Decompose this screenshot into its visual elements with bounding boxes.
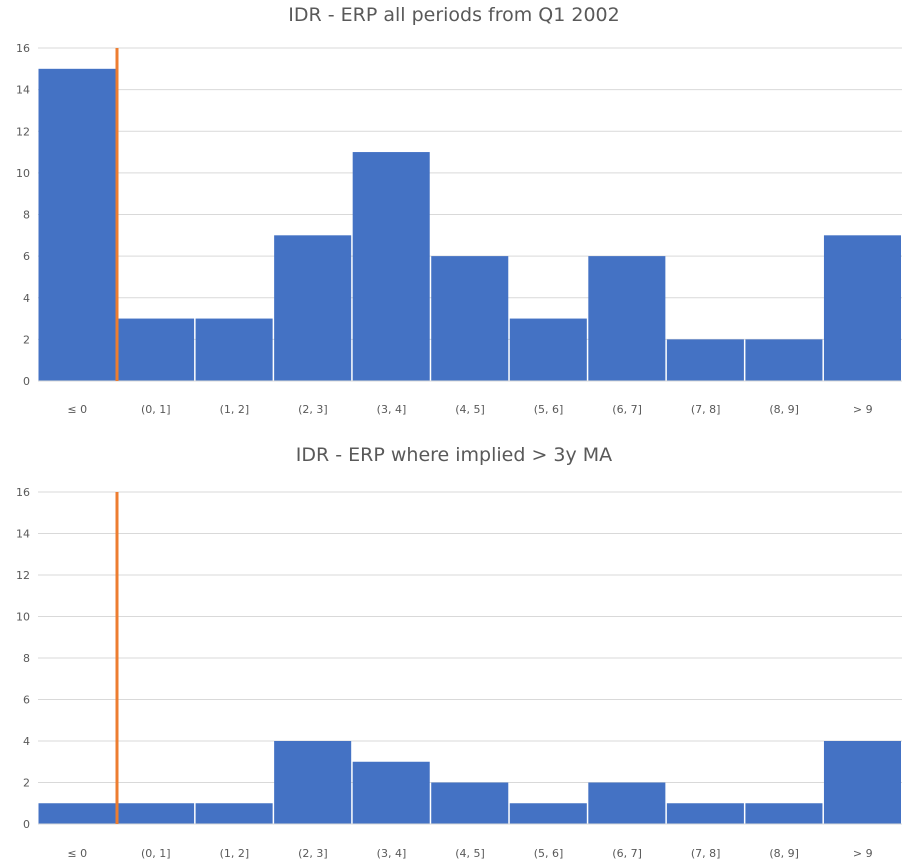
- y-tick-label: 16: [16, 42, 30, 55]
- y-tick-label: 10: [16, 167, 30, 180]
- x-tick-label: (7, 8]: [691, 403, 721, 416]
- x-tick-label: (2, 3]: [298, 847, 328, 860]
- bar: [352, 761, 430, 824]
- bar: [588, 782, 666, 824]
- bar: [38, 803, 116, 824]
- x-tick-label: (0, 1]: [141, 847, 171, 860]
- x-tick-label: > 9: [853, 847, 873, 860]
- x-tick-label: (6, 7]: [612, 403, 642, 416]
- y-tick-label: 12: [16, 125, 30, 138]
- y-tick-label: 2: [23, 777, 30, 790]
- bar: [274, 741, 352, 824]
- y-tick-label: 14: [16, 528, 30, 541]
- x-tick-label: (5, 6]: [534, 847, 564, 860]
- x-tick-label: (1, 2]: [220, 847, 250, 860]
- x-tick-label: (1, 2]: [220, 403, 250, 416]
- bar: [588, 256, 666, 381]
- y-tick-label: 8: [23, 209, 30, 222]
- x-tick-label: (5, 6]: [534, 403, 564, 416]
- bar: [431, 782, 509, 824]
- bar: [431, 256, 509, 381]
- bar: [195, 803, 273, 824]
- x-tick-label: ≤ 0: [67, 847, 87, 860]
- histogram-chart-2: IDR - ERP where implied > 3y MA 0 2 4 6 8 10 1…: [0, 440, 908, 865]
- y-tick-label: 4: [23, 292, 30, 305]
- y-tick-label: 14: [16, 84, 30, 97]
- y-tick-label: 6: [23, 694, 30, 707]
- bar: [745, 339, 823, 381]
- bar: [38, 68, 116, 381]
- bar: [117, 318, 195, 381]
- x-tick-label: (0, 1]: [141, 403, 171, 416]
- y-tick-label: 2: [23, 333, 30, 346]
- y-tick-label: 0: [23, 818, 30, 831]
- bar: [823, 741, 901, 824]
- x-tick-label: (3, 4]: [377, 847, 407, 860]
- chart-title: IDR - ERP all periods from Q1 2002: [288, 4, 620, 26]
- x-tick-label: (8, 9]: [769, 847, 799, 860]
- x-tick-label: (7, 8]: [691, 847, 721, 860]
- x-tick-label: (8, 9]: [769, 403, 799, 416]
- x-tick-label: (6, 7]: [612, 847, 642, 860]
- bar: [509, 803, 587, 824]
- x-tick-label: > 9: [853, 403, 873, 416]
- bar: [745, 803, 823, 824]
- bar: [823, 235, 901, 381]
- x-tick-label: ≤ 0: [67, 403, 87, 416]
- histogram-chart-1: IDR - ERP all periods from Q1 2002 0 2 4 6 8…: [0, 0, 908, 420]
- bar: [352, 152, 430, 381]
- y-tick-label: 6: [23, 250, 30, 263]
- x-tick-label: (3, 4]: [377, 403, 407, 416]
- chart-plot: 0 2 4 6 8 10 12 14 16 ≤ 0 (0, 1] (1, 2] (2, 3] (3, 4]…: [16, 486, 902, 860]
- y-tick-label: 16: [16, 486, 30, 499]
- chart-plot: 0 2 4 6 8 10 12 14 16 ≤ 0 (0, 1] (1, 2] (2, 3] (3, 4]…: [16, 42, 902, 416]
- bar: [274, 235, 352, 381]
- x-tick-label: (2, 3]: [298, 403, 328, 416]
- bar: [666, 803, 744, 824]
- y-tick-label: 10: [16, 611, 30, 624]
- x-tick-label: (4, 5]: [455, 403, 485, 416]
- x-tick-label: (4, 5]: [455, 847, 485, 860]
- bar: [509, 318, 587, 381]
- y-tick-label: 8: [23, 652, 30, 665]
- y-tick-label: 12: [16, 569, 30, 582]
- y-tick-label: 0: [23, 375, 30, 388]
- bar: [117, 803, 195, 824]
- chart-title: IDR - ERP where implied > 3y MA: [295, 444, 613, 466]
- bar: [195, 318, 273, 381]
- y-tick-label: 4: [23, 735, 30, 748]
- bar: [666, 339, 744, 381]
